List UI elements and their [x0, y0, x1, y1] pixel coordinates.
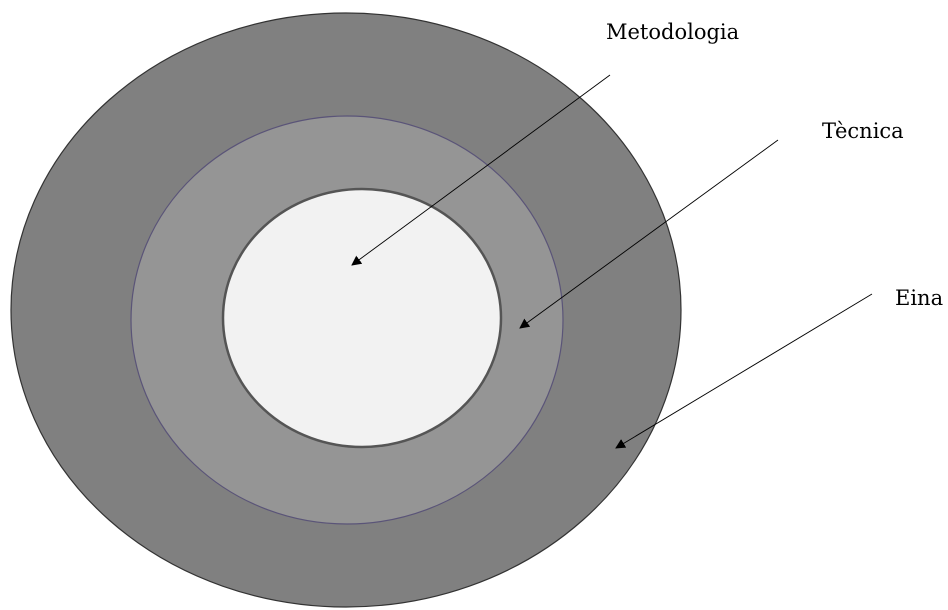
arrow-tecnica [519, 139, 779, 329]
label-eina: Eina [895, 286, 944, 310]
inner-circle-metodologia [221, 187, 503, 449]
label-tecnica: Tècnica [822, 119, 904, 143]
arrow-eina [615, 293, 873, 449]
label-metodologia: Metodologia [606, 20, 740, 44]
arrow-metodologia [351, 74, 611, 266]
